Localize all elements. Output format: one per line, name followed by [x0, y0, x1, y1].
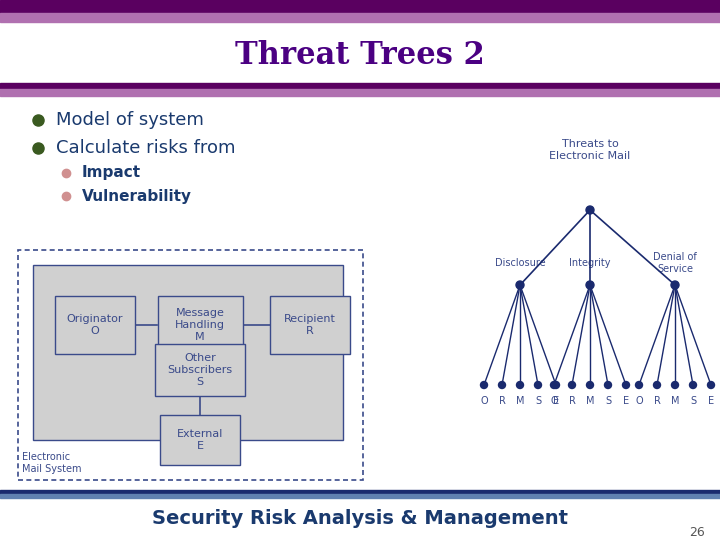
Text: S: S	[690, 396, 696, 406]
Text: External
E: External E	[177, 429, 223, 451]
Bar	[160, 415, 240, 465]
Circle shape	[552, 381, 559, 388]
Bar	[55, 296, 135, 354]
Circle shape	[623, 381, 629, 388]
Text: Security Risk Analysis & Management: Security Risk Analysis & Management	[152, 509, 568, 528]
Text: E: E	[623, 396, 629, 406]
Circle shape	[480, 381, 487, 388]
Text: Threat Trees 2: Threat Trees 2	[235, 39, 485, 71]
Text: Impact: Impact	[82, 165, 141, 180]
Circle shape	[534, 381, 541, 388]
Circle shape	[605, 381, 611, 388]
Text: R: R	[654, 396, 660, 406]
Text: E: E	[553, 396, 559, 406]
Bar	[0, 0, 720, 13]
Text: M: M	[516, 396, 524, 406]
Circle shape	[569, 381, 575, 388]
Text: R: R	[498, 396, 505, 406]
Bar	[0, 13, 720, 22]
Circle shape	[586, 281, 594, 289]
Circle shape	[708, 381, 714, 388]
Circle shape	[498, 381, 505, 388]
Text: O: O	[635, 396, 643, 406]
Text: Recipient
R: Recipient R	[284, 314, 336, 336]
Bar	[158, 296, 243, 354]
Bar	[0, 494, 720, 498]
Circle shape	[551, 381, 557, 388]
Circle shape	[516, 281, 524, 289]
Circle shape	[671, 281, 679, 289]
Text: Vulnerability: Vulnerability	[82, 188, 192, 204]
Text: Calculate risks from: Calculate risks from	[56, 139, 235, 157]
Text: Originator
O: Originator O	[67, 314, 123, 336]
Text: M: M	[671, 396, 679, 406]
Bar	[33, 265, 343, 440]
Circle shape	[586, 206, 594, 214]
Text: Disclosure: Disclosure	[495, 258, 545, 268]
Text: M: M	[586, 396, 594, 406]
Bar	[0, 89, 720, 96]
Text: S: S	[605, 396, 611, 406]
Circle shape	[654, 381, 660, 388]
Text: R: R	[569, 396, 575, 406]
Text: E: E	[708, 396, 714, 406]
Text: Message
Handling
M: Message Handling M	[175, 308, 225, 342]
Text: Electronic
Mail System: Electronic Mail System	[22, 452, 81, 474]
Text: Model of system: Model of system	[56, 111, 204, 129]
Text: Other
Subscribers
S: Other Subscribers S	[168, 353, 233, 387]
Bar	[270, 296, 350, 354]
Text: O: O	[480, 396, 488, 406]
Bar	[18, 250, 363, 480]
Text: Integrity: Integrity	[570, 258, 611, 268]
Text: O: O	[550, 396, 558, 406]
Text: 26: 26	[689, 525, 705, 538]
Circle shape	[587, 381, 593, 388]
Text: Threats to
Electronic Mail: Threats to Electronic Mail	[549, 139, 631, 161]
Bar	[155, 344, 245, 396]
Circle shape	[672, 381, 678, 388]
Bar	[0, 83, 720, 88]
Bar	[0, 490, 720, 494]
Circle shape	[636, 381, 642, 388]
Circle shape	[516, 381, 523, 388]
Text: S: S	[535, 396, 541, 406]
Circle shape	[690, 381, 696, 388]
Text: Denial of
Service: Denial of Service	[653, 252, 697, 274]
